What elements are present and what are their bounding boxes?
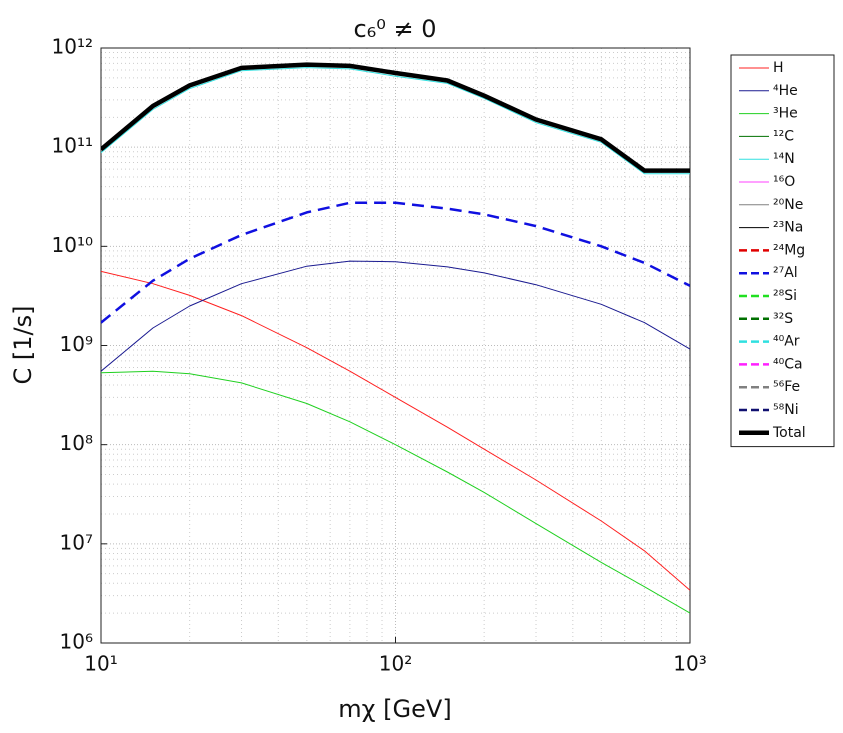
- x-axis-label: mχ [GeV]: [338, 695, 451, 723]
- series-line: [101, 270, 690, 591]
- legend-box: [730, 54, 835, 448]
- legend-label: ²⁸Si: [773, 288, 797, 304]
- y-tick-label: 10⁷: [60, 530, 93, 554]
- legend-label: ⁵⁶Fe: [773, 379, 800, 395]
- legend-label: ⁴⁰Ca: [773, 356, 803, 372]
- legend-label: ²⁴Mg: [773, 242, 805, 258]
- legend-label: ⁵⁸Ni: [773, 402, 799, 418]
- legend-label: ¹²C: [773, 128, 794, 144]
- legend-label: ¹⁴N: [773, 151, 795, 167]
- plot-frame: [100, 47, 691, 644]
- legend-label: ²⁷Al: [773, 265, 798, 281]
- legend-label: ¹⁶O: [773, 174, 795, 190]
- chart-title: c₆⁰ ≠ 0: [353, 15, 436, 43]
- y-axis-label: C [1/s]: [9, 306, 37, 385]
- legend-label: Total: [772, 425, 806, 441]
- series-line: [101, 370, 690, 614]
- legend-label: ³²S: [773, 311, 793, 327]
- legend-label: ⁴⁰Ar: [773, 334, 800, 350]
- series-line: [101, 260, 690, 372]
- x-tick-label: 10³: [673, 652, 706, 676]
- legend-label: ⁴He: [773, 83, 798, 99]
- legend-label: H: [773, 60, 784, 76]
- series-line: [101, 67, 690, 175]
- y-tick-label: 10¹²: [52, 35, 93, 59]
- legend-label: ³He: [773, 106, 798, 122]
- series-line: [101, 62, 690, 173]
- legend-label: ²³Na: [773, 220, 803, 236]
- y-tick-label: 10¹⁰: [52, 233, 93, 257]
- y-tick-label: 10⁶: [60, 630, 93, 654]
- x-tick-label: 10¹: [84, 652, 117, 676]
- y-tick-label: 10¹¹: [52, 134, 93, 158]
- x-tick-label: 10²: [379, 652, 412, 676]
- y-tick-label: 10⁹: [60, 332, 93, 356]
- y-tick-label: 10⁸: [60, 431, 93, 455]
- series-line: [101, 201, 690, 324]
- legend-label: ²⁰Ne: [773, 197, 803, 213]
